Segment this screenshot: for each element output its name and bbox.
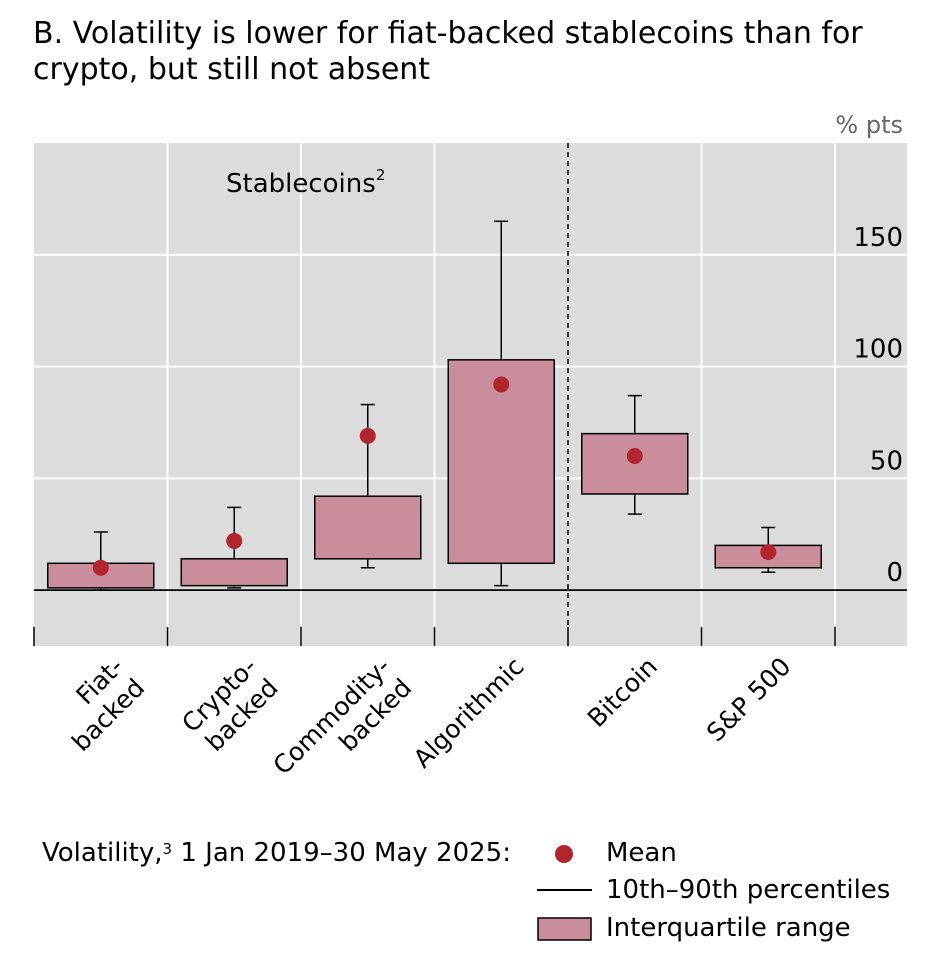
chart-title: B. Volatility is lower for fiat-backed s… xyxy=(33,16,863,87)
x-category-label: Commodity-backed xyxy=(267,652,417,802)
iqr-box xyxy=(447,359,555,565)
mean-marker xyxy=(226,532,243,549)
x-category-label: Algorithmic xyxy=(408,652,530,774)
x-category-label-line: S&P 500 xyxy=(701,652,797,748)
box-3 xyxy=(447,220,555,587)
x-category-label-line: Algorithmic xyxy=(408,652,530,774)
mean-marker xyxy=(493,376,510,393)
box-0 xyxy=(47,531,155,591)
y-tick-label: 150 xyxy=(853,223,903,253)
mean-marker xyxy=(760,544,777,561)
unit-label: % pts xyxy=(835,111,903,139)
box-2 xyxy=(314,403,422,569)
y-tick-label: 0 xyxy=(886,558,903,588)
x-category-label-line: Bitcoin xyxy=(582,652,663,733)
y-tick-label: 100 xyxy=(853,335,903,365)
mean-marker xyxy=(92,559,109,576)
y-tick-label: 50 xyxy=(870,446,903,476)
x-category-label: S&P 500 xyxy=(701,652,797,748)
group-label-sup: 2 xyxy=(376,166,386,184)
box-1 xyxy=(180,506,288,589)
mean-marker xyxy=(626,447,643,464)
box-5 xyxy=(714,526,822,573)
box-4 xyxy=(581,394,689,515)
x-category-label: Bitcoin xyxy=(582,652,663,733)
iqr-box xyxy=(180,558,288,587)
iqr-box xyxy=(314,495,422,560)
mean-marker xyxy=(359,427,376,444)
x-category-label: Crypto-backed xyxy=(176,652,283,759)
group-label: Stablecoins2 xyxy=(226,166,385,199)
x-category-label: Fiat-backed xyxy=(45,652,150,757)
